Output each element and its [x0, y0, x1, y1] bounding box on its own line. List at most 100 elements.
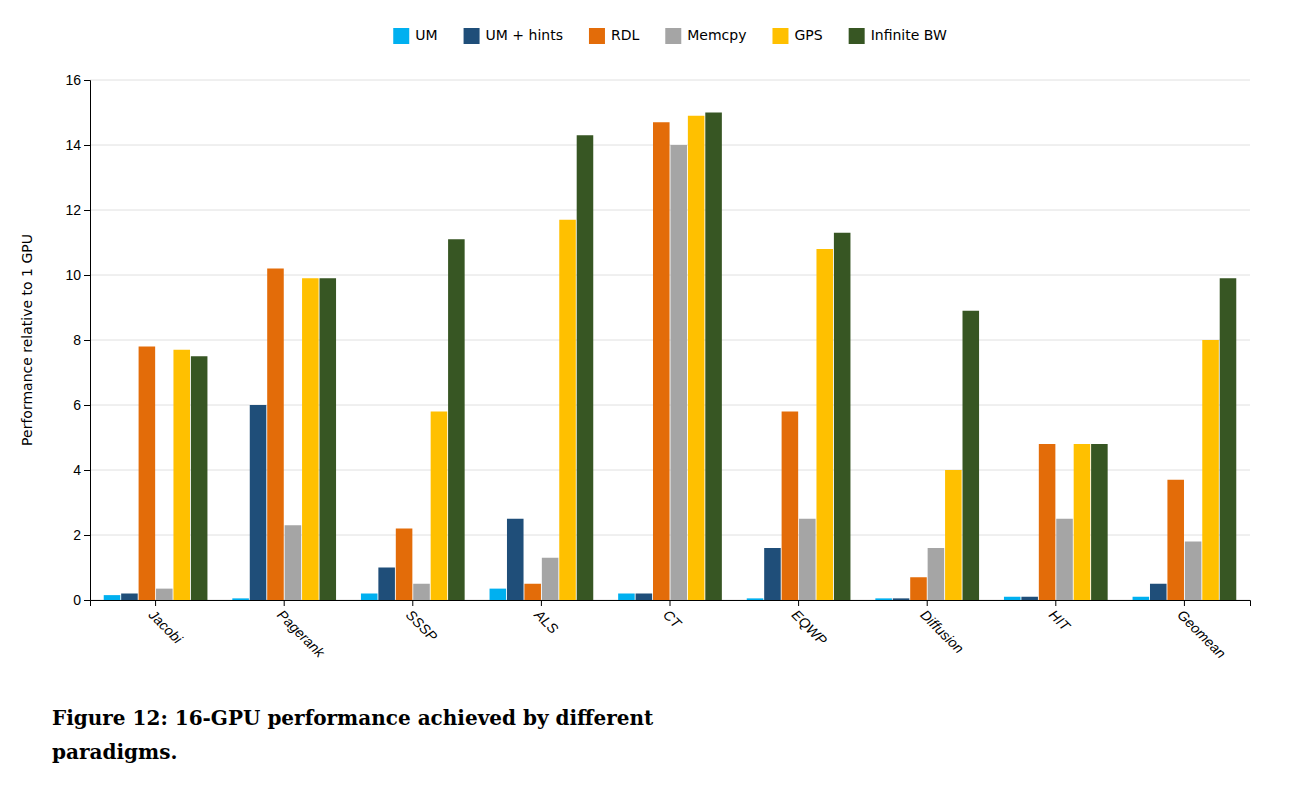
y-tick-mark	[84, 80, 90, 81]
y-tick: 4	[73, 462, 90, 478]
chart: 0246810121416JacobiPagerankSSSPALSCTEQWP…	[0, 0, 1300, 800]
x-tick-label: HIT	[1046, 607, 1074, 635]
y-tick: 12	[65, 202, 90, 218]
legend-swatch	[772, 28, 788, 44]
bar	[1133, 597, 1150, 600]
y-axis: 0246810121416	[65, 72, 90, 608]
x-tick: SSSP	[403, 600, 441, 645]
bar	[542, 558, 559, 600]
y-tick: 16	[65, 72, 90, 88]
legend-item: UM + hints	[464, 27, 563, 44]
bar	[1056, 519, 1073, 600]
bar	[173, 350, 190, 600]
bar	[799, 519, 816, 600]
x-tick-label: EQWP	[789, 607, 831, 649]
bar	[413, 584, 430, 600]
y-tick: 2	[73, 527, 90, 543]
x-axis-line	[91, 601, 1251, 607]
legend-swatch	[393, 28, 409, 44]
x-axis: Jacobi Pagerank SSSP ALS CT EQWP Diffusion HIT G…	[91, 600, 1251, 662]
x-tick-mark	[670, 600, 671, 606]
bar	[302, 278, 319, 600]
y-tick-mark	[84, 340, 90, 341]
bar	[448, 239, 465, 600]
y-tick-label: 0	[73, 592, 81, 608]
legend-swatch	[849, 28, 865, 44]
x-tick-label: Diffusion	[917, 607, 967, 657]
bar	[1021, 597, 1038, 600]
legend-item: GPS	[772, 27, 822, 44]
x-tick: Jacobi	[145, 600, 186, 647]
legend-item: UM	[393, 27, 437, 44]
bar	[285, 525, 302, 600]
x-tick-label: Geomean	[1174, 607, 1229, 662]
bar	[653, 122, 670, 600]
legend-label: GPS	[794, 27, 822, 43]
bars	[104, 113, 1237, 601]
x-tick: ALS	[531, 600, 562, 637]
legend-label: UM	[415, 27, 437, 43]
bar	[910, 577, 927, 600]
bar	[191, 356, 208, 600]
bar	[267, 269, 284, 601]
legend-item: Memcpy	[665, 27, 746, 44]
bar-series	[191, 113, 1236, 601]
x-tick-mark	[541, 600, 542, 606]
y-tick-mark	[84, 210, 90, 211]
bar	[361, 594, 378, 601]
x-tick-label: ALS	[531, 606, 562, 637]
x-tick: CT	[660, 600, 686, 632]
bar	[1004, 597, 1021, 600]
bar	[250, 405, 267, 600]
legend-label: RDL	[611, 27, 640, 43]
caption: Figure 12: 16-GPU performance achieved b…	[52, 706, 654, 730]
bar	[232, 598, 249, 600]
y-tick-label: 16	[65, 72, 81, 88]
x-tick-label: CT	[660, 607, 686, 633]
y-tick-label: 8	[73, 332, 81, 348]
x-tick-mark	[1184, 600, 1185, 606]
bar	[121, 594, 138, 601]
caption: paradigms.	[52, 740, 177, 764]
legend-swatch	[464, 28, 480, 44]
grid-line	[90, 340, 1250, 341]
legend-item: Infinite BW	[849, 27, 947, 44]
x-tick-label: Pagerank	[274, 607, 328, 661]
x-tick: Geomean	[1174, 600, 1229, 662]
y-tick-mark	[84, 535, 90, 536]
x-tick-mark	[284, 600, 285, 606]
bar	[319, 278, 336, 600]
y-tick: 14	[65, 137, 90, 153]
x-tick: Pagerank	[274, 600, 328, 661]
y-tick-mark	[84, 145, 90, 146]
bar	[396, 529, 413, 601]
bar	[431, 412, 448, 601]
y-axis-line	[84, 81, 91, 601]
x-tick-label: SSSP	[403, 607, 441, 645]
y-tick: 8	[73, 332, 90, 348]
bar	[782, 412, 799, 601]
y-tick: 0	[73, 592, 90, 608]
y-tick-label: 4	[73, 462, 81, 478]
bar	[1150, 584, 1167, 600]
bar	[1185, 542, 1202, 601]
x-tick-mark	[927, 600, 928, 606]
y-tick-mark	[84, 600, 90, 601]
x-tick-mark	[1055, 600, 1056, 606]
x-tick: HIT	[1046, 600, 1074, 635]
bar	[945, 470, 962, 600]
bar	[618, 594, 635, 601]
y-tick-label: 10	[65, 267, 81, 283]
bar	[156, 589, 173, 600]
bar	[507, 519, 524, 600]
x-tick-mark	[412, 600, 413, 606]
bar-series	[173, 116, 1218, 600]
bar	[104, 595, 121, 600]
bar	[1074, 444, 1091, 600]
bar	[490, 589, 507, 600]
x-tick-label: Jacobi	[145, 606, 186, 647]
y-tick-mark	[84, 275, 90, 276]
bar	[764, 548, 781, 600]
bar	[559, 220, 576, 600]
legend-label: Infinite BW	[871, 27, 947, 43]
